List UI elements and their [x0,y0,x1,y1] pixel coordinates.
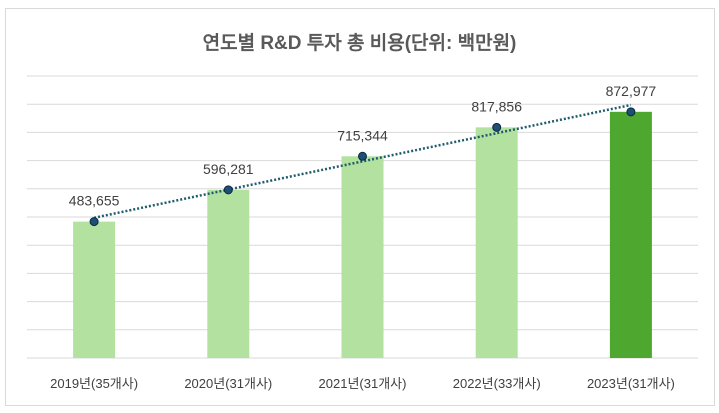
x-tick-label: 2019년(35개사) [50,376,138,391]
data-label: 596,281 [203,161,254,177]
data-label: 483,655 [69,193,120,209]
data-point-marker [89,217,99,227]
x-tick-label: 2023년(31개사) [587,376,675,391]
data-label: 817,856 [471,98,522,114]
x-tick-label: 2020년(31개사) [184,376,272,391]
bar [609,111,652,358]
bar [73,221,116,358]
bar [207,189,250,358]
x-tick-label: 2021년(31개사) [319,376,407,391]
trendline [93,103,632,220]
chart-title: 연도별 R&D 투자 총 비용(단위: 백만원) [202,33,517,54]
bar [341,156,384,358]
data-point-marker [223,185,233,195]
data-point-marker [626,107,636,117]
x-tick-label: 2022년(33개사) [453,376,541,391]
chart-frame [5,8,715,406]
bar [475,127,518,358]
data-label: 715,344 [337,127,388,143]
data-point-marker [492,122,502,132]
data-label: 872,977 [606,83,657,99]
data-point-marker [358,151,367,161]
